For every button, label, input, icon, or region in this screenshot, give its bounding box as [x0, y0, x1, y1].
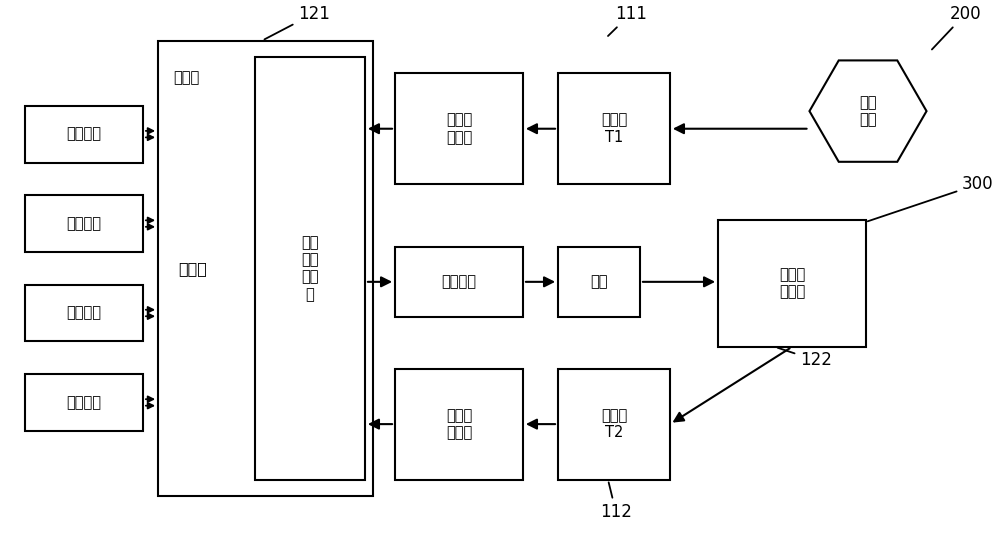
- Text: 电位器
T2: 电位器 T2: [601, 408, 627, 440]
- Bar: [25, 374, 143, 431]
- Text: 控制器: 控制器: [173, 70, 199, 86]
- Bar: [718, 220, 866, 347]
- Text: 信号调
理电路: 信号调 理电路: [446, 113, 472, 145]
- Text: 200: 200: [932, 4, 982, 49]
- Bar: [25, 195, 143, 252]
- Text: 电源电路: 电源电路: [66, 127, 102, 141]
- Bar: [158, 41, 373, 496]
- Polygon shape: [809, 60, 927, 162]
- Text: 时钟电路: 时钟电路: [66, 216, 102, 231]
- Text: 122: 122: [778, 348, 832, 370]
- Text: 121: 121: [264, 4, 330, 40]
- Text: 112: 112: [600, 482, 632, 521]
- Bar: [558, 73, 670, 184]
- Bar: [255, 57, 365, 480]
- Bar: [395, 369, 523, 480]
- Bar: [558, 247, 640, 317]
- Text: 111: 111: [608, 4, 647, 36]
- Text: 复位电路: 复位电路: [66, 306, 102, 320]
- Text: 驱动电路: 驱动电路: [442, 274, 477, 289]
- Bar: [395, 73, 523, 184]
- Text: 单片机: 单片机: [178, 261, 207, 276]
- Text: 数据
分析
与判
断: 数据 分析 与判 断: [301, 235, 319, 302]
- Bar: [25, 285, 143, 341]
- Text: 信号调
理电路: 信号调 理电路: [446, 408, 472, 440]
- Text: 照明系
统凸轮: 照明系 统凸轮: [779, 267, 805, 299]
- Bar: [395, 247, 523, 317]
- Text: 保护电路: 保护电路: [66, 395, 102, 410]
- Text: 变倍
鼓轮: 变倍 鼓轮: [859, 95, 877, 127]
- Text: 电机: 电机: [590, 274, 608, 289]
- Bar: [25, 106, 143, 163]
- Text: 电位器
T1: 电位器 T1: [601, 113, 627, 145]
- Text: 300: 300: [868, 175, 994, 221]
- Bar: [558, 369, 670, 480]
